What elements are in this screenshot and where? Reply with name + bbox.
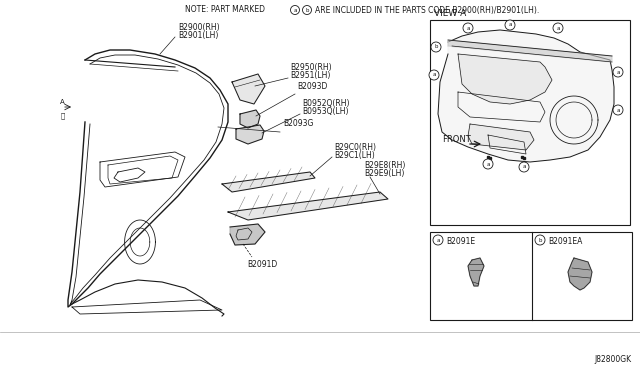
Text: B2900(RH): B2900(RH): [178, 23, 220, 32]
Text: b: b: [305, 7, 308, 13]
Circle shape: [613, 105, 623, 115]
Text: b: b: [435, 45, 438, 49]
Text: a: a: [467, 26, 470, 31]
Text: a: a: [293, 7, 297, 13]
Text: B29E8(RH): B29E8(RH): [364, 161, 405, 170]
Polygon shape: [240, 110, 260, 128]
Text: a: a: [556, 26, 560, 31]
Circle shape: [553, 23, 563, 33]
Text: B2901(LH): B2901(LH): [178, 31, 218, 40]
Polygon shape: [232, 74, 265, 104]
Polygon shape: [438, 30, 614, 162]
Circle shape: [433, 235, 443, 245]
Text: a: a: [616, 108, 620, 112]
Polygon shape: [568, 258, 592, 290]
Polygon shape: [458, 54, 552, 104]
Text: B2091E: B2091E: [446, 237, 475, 246]
Text: NOTE: PART MARKED: NOTE: PART MARKED: [185, 6, 265, 15]
Circle shape: [303, 6, 312, 15]
Polygon shape: [228, 192, 388, 220]
Polygon shape: [448, 40, 612, 62]
Circle shape: [535, 235, 545, 245]
Polygon shape: [468, 258, 484, 286]
Circle shape: [431, 42, 441, 52]
Bar: [430, 20, 630, 225]
Text: a: a: [486, 161, 490, 167]
Circle shape: [483, 159, 493, 169]
Circle shape: [291, 6, 300, 15]
Circle shape: [505, 20, 515, 30]
Text: a: a: [616, 70, 620, 74]
Bar: [430, 232, 632, 320]
Text: B2950(RH): B2950(RH): [290, 63, 332, 72]
Polygon shape: [468, 124, 534, 150]
Circle shape: [463, 23, 473, 33]
Polygon shape: [222, 172, 315, 192]
Text: b: b: [538, 237, 541, 243]
Text: FRONT: FRONT: [442, 135, 471, 144]
Text: B2093G: B2093G: [283, 119, 314, 128]
Text: B2951(LH): B2951(LH): [290, 71, 330, 80]
Text: ARE INCLUDED IN THE PARTS CODE B2900(RH)/B2901(LH).: ARE INCLUDED IN THE PARTS CODE B2900(RH)…: [315, 6, 540, 15]
Text: a: a: [522, 164, 525, 170]
Circle shape: [519, 162, 529, 172]
Circle shape: [613, 67, 623, 77]
Text: B0953Q(LH): B0953Q(LH): [302, 107, 349, 116]
Text: B29C1(LH): B29C1(LH): [334, 151, 375, 160]
Text: B2093D: B2093D: [297, 82, 328, 91]
Polygon shape: [230, 224, 265, 245]
Text: B29E9(LH): B29E9(LH): [364, 169, 404, 178]
Text: a: a: [508, 22, 512, 28]
Text: a: a: [432, 73, 436, 77]
Text: B2091D: B2091D: [247, 260, 277, 269]
Text: A: A: [60, 99, 65, 105]
Text: B29C0(RH): B29C0(RH): [334, 143, 376, 152]
Text: B2091EA: B2091EA: [548, 237, 582, 246]
Text: VIEW A: VIEW A: [434, 9, 467, 18]
Text: a: a: [436, 237, 440, 243]
Text: J82800GK: J82800GK: [595, 355, 632, 364]
Text: B0952Q(RH): B0952Q(RH): [302, 99, 349, 108]
Circle shape: [429, 70, 439, 80]
Polygon shape: [236, 125, 264, 144]
Text: ⬛: ⬛: [61, 112, 65, 119]
